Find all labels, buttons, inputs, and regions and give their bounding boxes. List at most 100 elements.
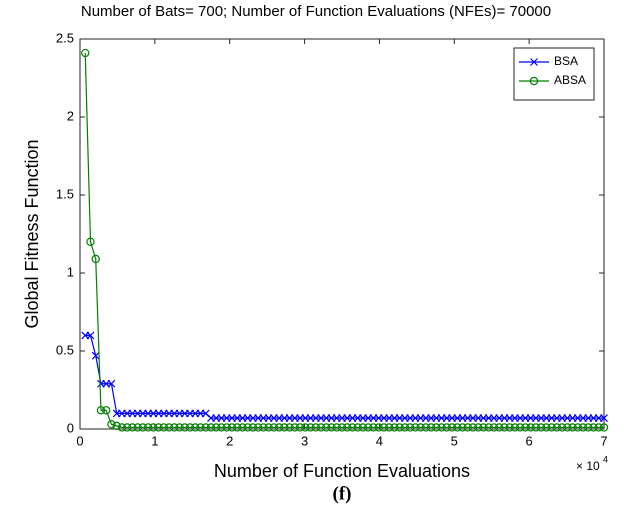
marker xyxy=(306,423,315,432)
marker xyxy=(353,423,362,432)
marker xyxy=(322,423,331,432)
marker xyxy=(411,423,420,432)
y-tick-label: 2.5 xyxy=(56,30,74,45)
marker xyxy=(86,237,95,246)
marker xyxy=(479,423,488,432)
marker xyxy=(474,423,483,432)
marker xyxy=(374,423,383,432)
marker xyxy=(343,423,352,432)
marker xyxy=(599,423,609,432)
legend-label: ABSA xyxy=(554,73,586,87)
marker xyxy=(542,423,551,432)
marker xyxy=(259,423,268,432)
legend-label: BSA xyxy=(554,54,578,68)
marker xyxy=(185,423,195,432)
x-tick-label: 0 xyxy=(76,433,83,448)
marker xyxy=(348,423,357,432)
y-tick-label: 1 xyxy=(67,264,74,279)
marker xyxy=(416,423,425,432)
marker xyxy=(86,331,95,340)
caption: (f) xyxy=(333,483,352,504)
x-multiplier: × 10 xyxy=(576,459,600,473)
marker xyxy=(180,423,189,432)
marker xyxy=(531,423,541,432)
marker xyxy=(154,423,163,432)
y-axis-label: Global Fitness Function xyxy=(22,139,42,328)
marker xyxy=(91,351,100,360)
marker xyxy=(248,423,258,432)
series-line xyxy=(85,334,604,419)
marker xyxy=(390,423,399,432)
marker xyxy=(217,423,226,432)
marker xyxy=(369,423,378,432)
x-tick-label: 3 xyxy=(301,433,308,448)
marker xyxy=(495,423,504,432)
marker xyxy=(589,423,598,432)
marker xyxy=(101,406,111,415)
marker xyxy=(505,423,514,432)
x-tick-label: 6 xyxy=(526,433,533,448)
marker xyxy=(521,423,530,432)
y-tick-label: 1.5 xyxy=(56,186,74,201)
marker xyxy=(285,423,294,432)
marker xyxy=(468,423,478,432)
marker xyxy=(159,423,169,432)
marker xyxy=(91,254,100,264)
marker xyxy=(316,423,326,432)
marker xyxy=(311,423,320,432)
marker xyxy=(536,423,546,432)
plot-area xyxy=(79,38,605,430)
marker xyxy=(510,423,520,432)
marker xyxy=(547,423,556,432)
legend-marker xyxy=(529,76,539,86)
marker xyxy=(280,423,289,432)
x-tick-label: 5 xyxy=(451,433,458,448)
marker xyxy=(405,423,415,432)
marker xyxy=(563,423,572,432)
marker xyxy=(149,423,158,432)
marker xyxy=(227,423,237,432)
marker xyxy=(212,423,221,432)
marker xyxy=(489,423,499,432)
marker xyxy=(400,423,410,432)
marker xyxy=(138,423,148,432)
legend-box xyxy=(513,47,595,101)
marker xyxy=(290,423,300,432)
marker xyxy=(432,423,441,432)
marker xyxy=(327,423,336,432)
marker xyxy=(81,48,90,58)
marker xyxy=(594,423,603,432)
marker xyxy=(458,423,467,432)
x-tick-label: 7 xyxy=(600,433,607,448)
marker xyxy=(301,423,310,432)
marker xyxy=(447,423,457,432)
marker xyxy=(96,406,106,415)
marker xyxy=(578,423,588,432)
marker xyxy=(175,423,184,432)
marker xyxy=(442,423,451,432)
marker xyxy=(243,423,252,432)
y-tick-label: 0.5 xyxy=(56,342,74,357)
series-line xyxy=(84,53,604,429)
x-multiplier-exponent: 4 xyxy=(603,454,608,464)
marker xyxy=(600,414,608,423)
marker xyxy=(437,423,446,432)
y-tick-label: 2 xyxy=(67,108,74,123)
marker xyxy=(264,423,273,432)
marker xyxy=(573,423,583,432)
marker xyxy=(552,423,562,432)
marker xyxy=(379,423,389,432)
marker xyxy=(191,423,200,432)
marker xyxy=(269,423,279,432)
marker xyxy=(384,423,394,432)
marker xyxy=(584,423,593,432)
x-tick-label: 2 xyxy=(226,433,233,448)
marker xyxy=(358,423,368,432)
marker xyxy=(484,423,493,432)
y-tick-label: 0 xyxy=(67,420,74,435)
marker xyxy=(364,423,373,432)
marker xyxy=(515,423,525,432)
marker xyxy=(170,423,179,432)
marker xyxy=(395,423,404,432)
